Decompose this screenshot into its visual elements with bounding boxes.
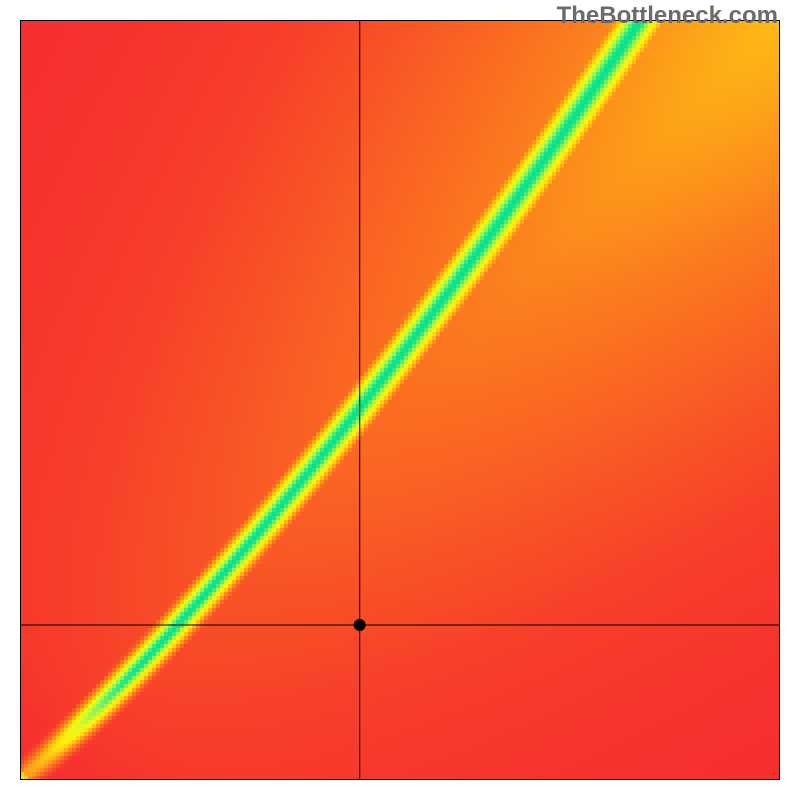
watermark-text: TheBottleneck.com — [557, 2, 778, 30]
bottleneck-heatmap — [20, 20, 780, 780]
chart-container: TheBottleneck.com — [0, 0, 800, 800]
